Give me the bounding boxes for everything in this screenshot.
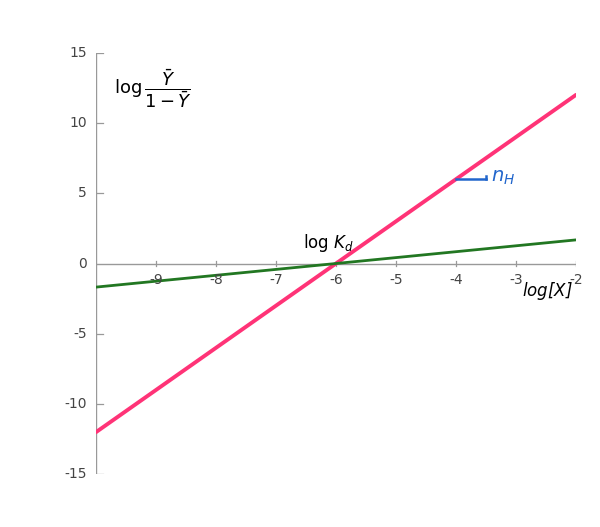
Text: -2: -2	[569, 274, 583, 287]
Text: -8: -8	[209, 274, 223, 287]
Text: -4: -4	[449, 274, 463, 287]
Text: 10: 10	[70, 116, 87, 130]
Text: -5: -5	[73, 327, 87, 341]
Text: -6: -6	[329, 274, 343, 287]
Text: -3: -3	[509, 274, 523, 287]
Text: log[$X$]: log[$X$]	[522, 280, 573, 302]
Text: log $K_d$: log $K_d$	[303, 232, 354, 253]
Text: $\log \dfrac{\bar{Y}}{1-\bar{Y}}$: $\log \dfrac{\bar{Y}}{1-\bar{Y}}$	[114, 67, 192, 110]
Text: -10: -10	[65, 397, 87, 411]
Text: 0: 0	[78, 257, 87, 270]
Text: 5: 5	[78, 186, 87, 200]
Text: -9: -9	[149, 274, 163, 287]
Text: $n_H$: $n_H$	[491, 168, 515, 187]
Text: -5: -5	[389, 274, 403, 287]
Text: -7: -7	[269, 274, 283, 287]
Text: 15: 15	[70, 46, 87, 60]
Text: -15: -15	[65, 467, 87, 481]
